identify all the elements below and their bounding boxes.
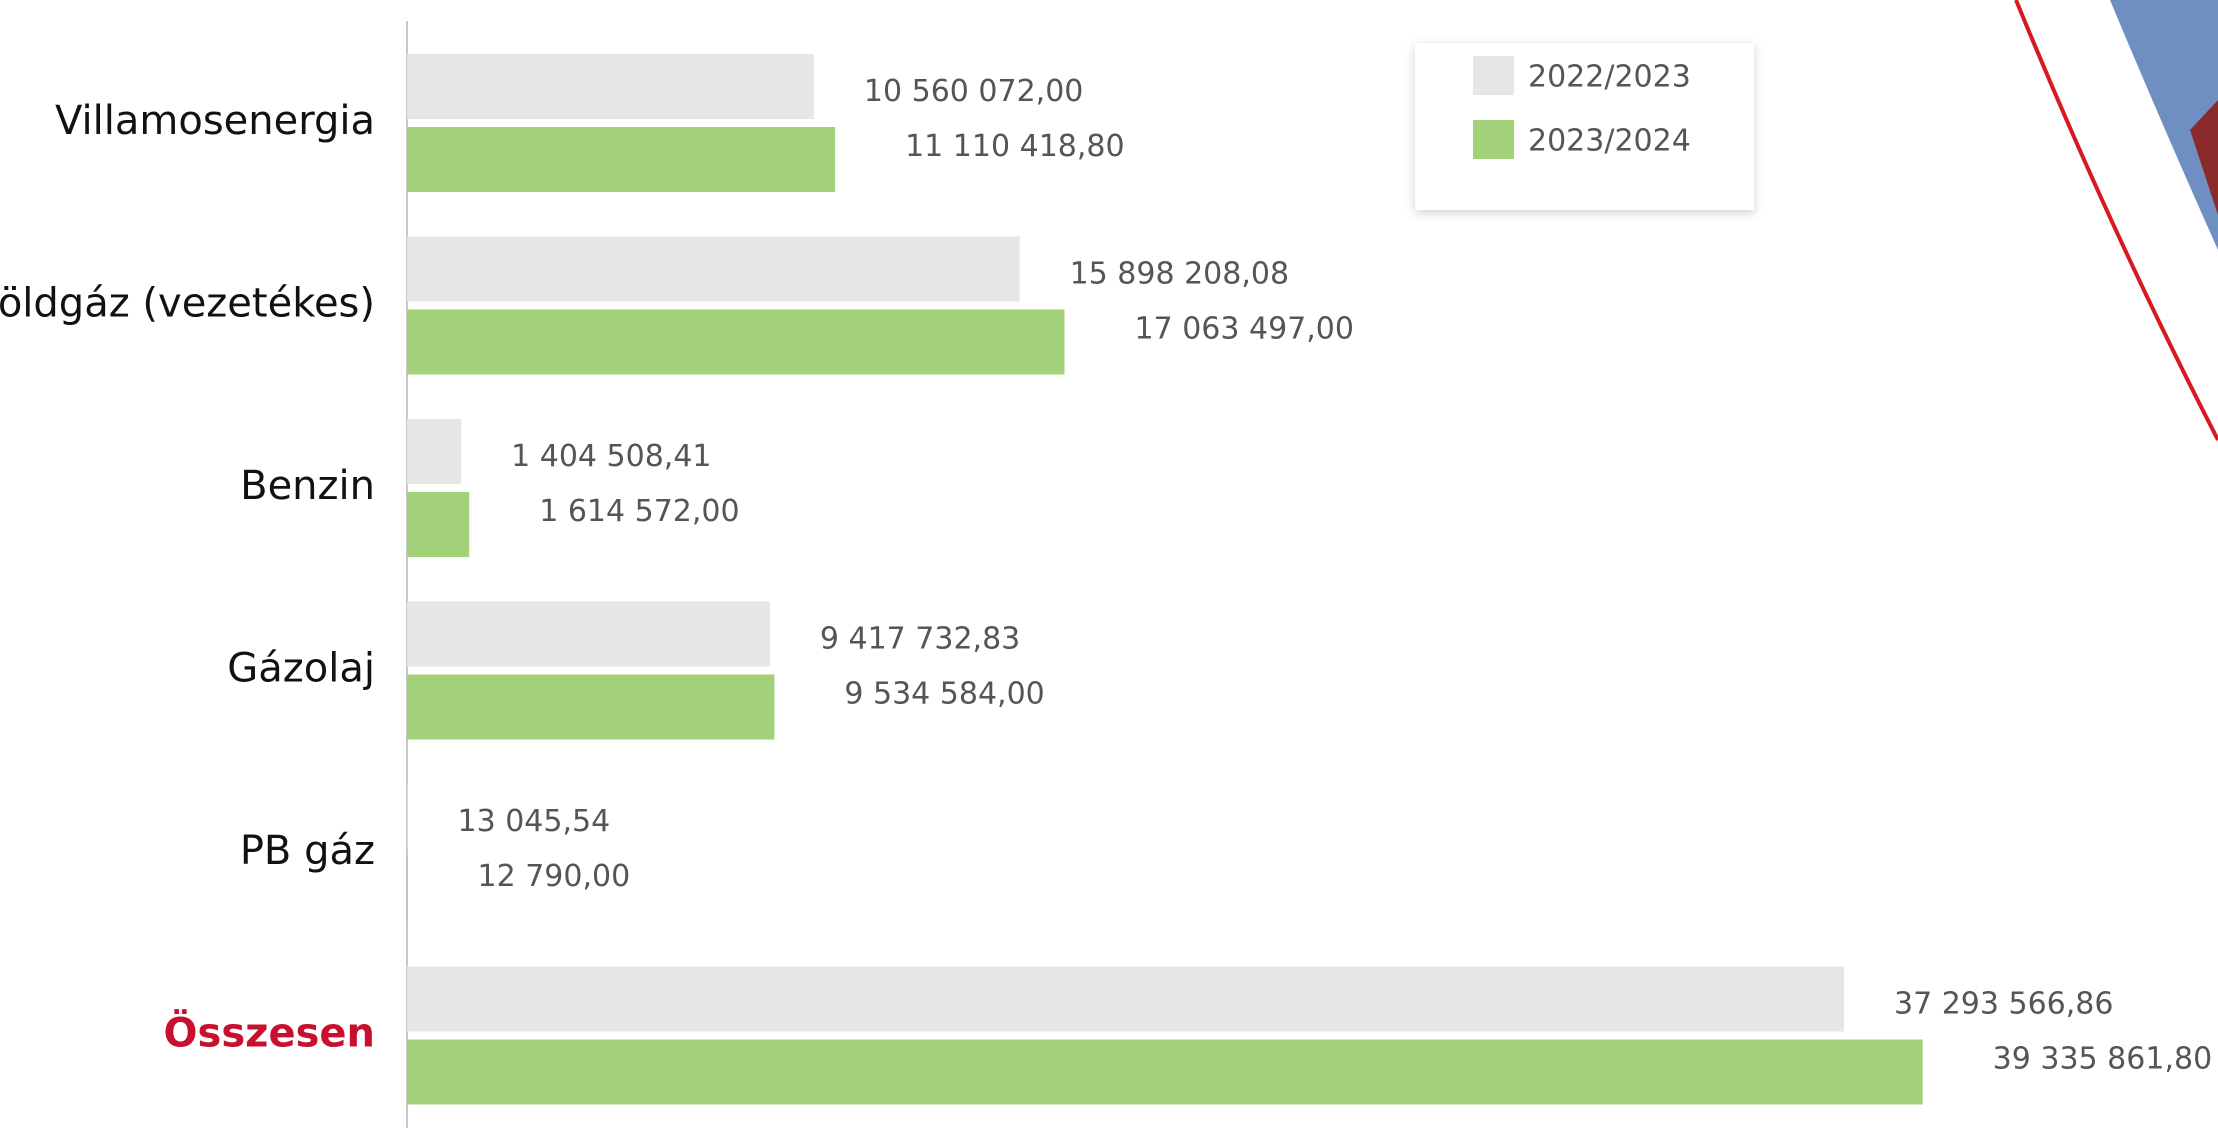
- value-label: 37 293 566,86: [1894, 987, 2113, 1022]
- decor-curve: [2014, 0, 2218, 441]
- category-label: PB gáz: [240, 828, 375, 874]
- photo-fragment: [2190, 100, 2218, 215]
- value-label: 13 045,54: [458, 804, 611, 839]
- value-label: 9 417 732,83: [820, 622, 1020, 657]
- bar: [407, 966, 1844, 1032]
- value-label: 11 110 418,80: [905, 129, 1124, 164]
- bar: [407, 236, 1020, 302]
- category-label: Földgáz (vezetékes): [0, 281, 375, 327]
- category-label: Benzin: [240, 463, 375, 509]
- bar: [407, 674, 775, 740]
- value-label: 10 560 072,00: [864, 74, 1083, 109]
- legend-swatch: [1473, 56, 1514, 95]
- photo-fragment: [2110, 0, 2218, 250]
- bar: [407, 601, 770, 667]
- value-label: 39 335 861,80: [1993, 1042, 2212, 1077]
- bar: [407, 1039, 1923, 1105]
- category-label: Gázolaj: [227, 646, 375, 692]
- bar: [407, 419, 462, 484]
- value-label: 9 534 584,00: [844, 677, 1044, 712]
- bar: [407, 54, 814, 119]
- value-label: 1 404 508,41: [511, 439, 711, 474]
- legend-label: 2022/2023: [1528, 60, 1691, 95]
- legend-box: [1415, 43, 1754, 210]
- legend-swatch: [1473, 120, 1514, 159]
- bar: [407, 784, 408, 849]
- plot-area: Villamosenergia 10 560 072,00 11 110 418,8…: [0, 54, 2212, 1105]
- legend-label: 2023/2024: [1528, 124, 1691, 159]
- category-label: Összesen: [164, 1009, 375, 1057]
- value-label: 17 063 497,00: [1134, 312, 1353, 347]
- value-label: 1 614 572,00: [539, 494, 739, 529]
- bar: [407, 492, 470, 557]
- legend: 2022/2023 2023/2024: [1473, 56, 1691, 159]
- bar: [407, 127, 836, 192]
- bar: [407, 309, 1065, 375]
- category-label: Villamosenergia: [55, 98, 375, 144]
- value-label: 12 790,00: [477, 859, 630, 894]
- value-label: 15 898 208,08: [1070, 257, 1289, 292]
